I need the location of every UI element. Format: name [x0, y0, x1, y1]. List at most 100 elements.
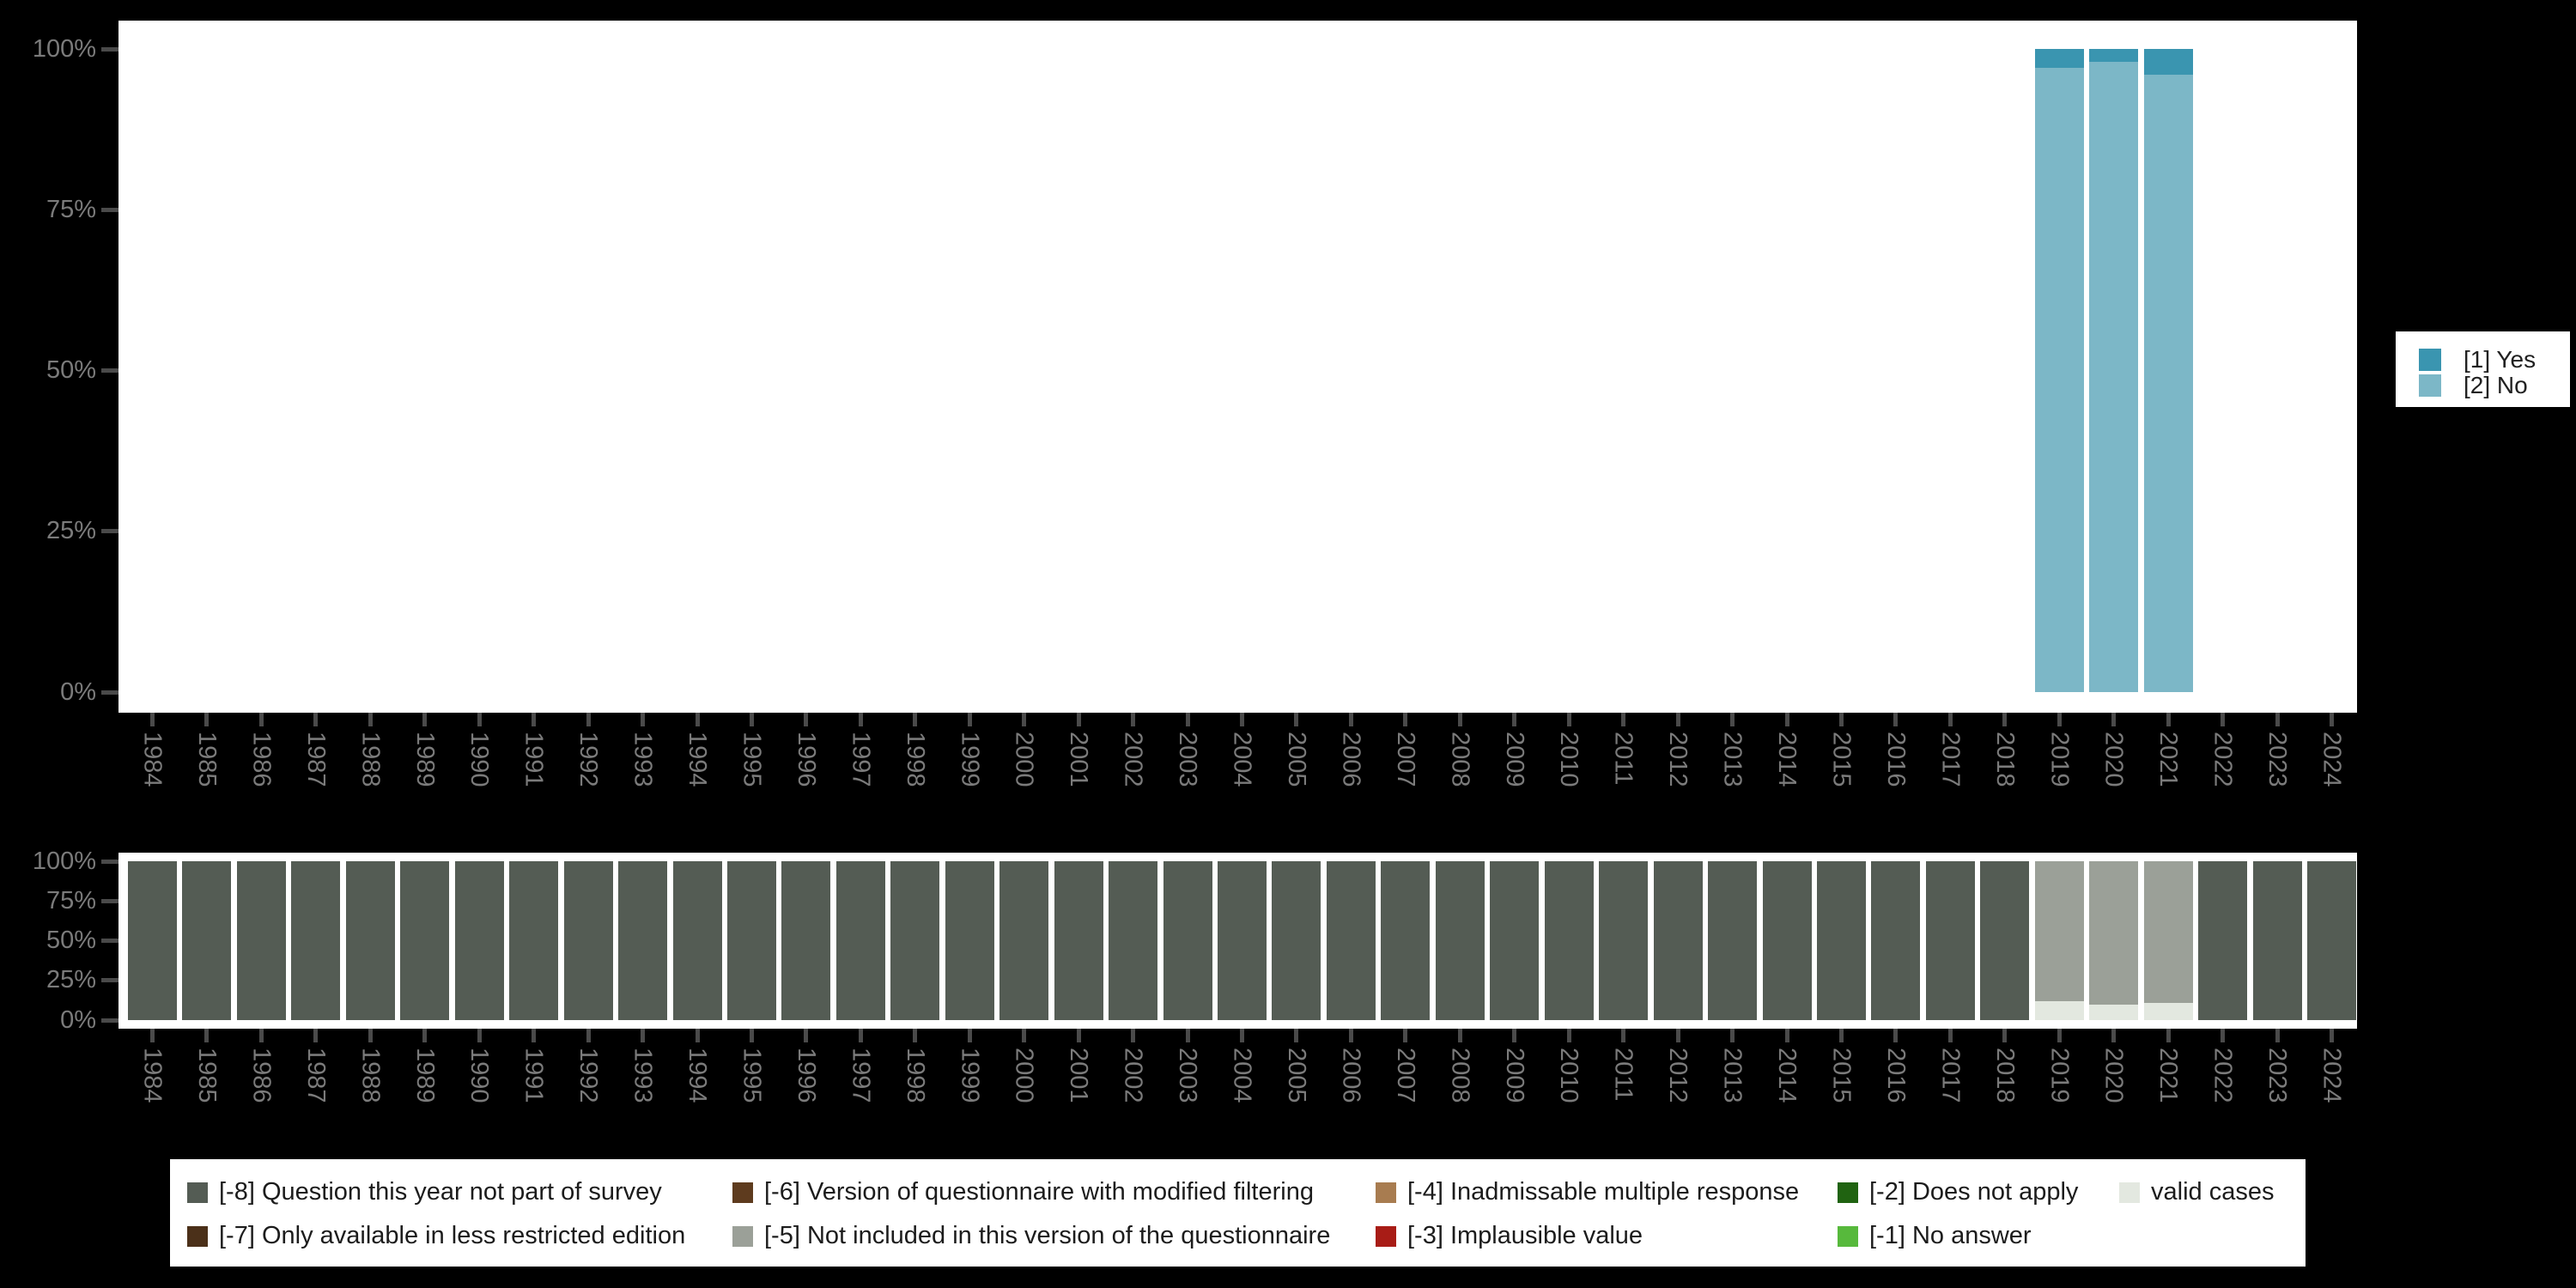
bar-segment-1993 [618, 861, 668, 1020]
legend-label: [-7] Only available in less restricted e… [219, 1222, 686, 1249]
missing-legend-item: [-7] Only available in less restricted e… [187, 1214, 732, 1258]
x-tick-label: 2004 [1228, 732, 1256, 787]
x-tick [2057, 1029, 2062, 1042]
x-tick-label: 1993 [629, 1048, 657, 1103]
legend-swatch [732, 1182, 753, 1203]
bar-segment-1991 [509, 861, 559, 1020]
legend-label: valid cases [2151, 1178, 2275, 1206]
bar-segment-2002 [1109, 861, 1158, 1020]
x-tick [1403, 1029, 1408, 1042]
x-tick [204, 1029, 210, 1042]
bar-segment-2011 [1599, 861, 1649, 1020]
y-tick-label: 25% [46, 517, 96, 545]
x-tick [1076, 713, 1081, 726]
x-tick [1512, 1029, 1517, 1042]
x-tick [1893, 713, 1899, 726]
y-tick-label: 75% [46, 195, 96, 223]
bar-segment-2019 [2034, 861, 2084, 1001]
x-tick-label: 1992 [574, 732, 603, 787]
x-tick [532, 1029, 537, 1042]
x-tick-label: 1998 [901, 1048, 929, 1103]
x-tick [1838, 713, 1844, 726]
missing-legend-item: valid cases [2119, 1170, 2306, 1214]
x-tick-label: 2003 [1174, 732, 1202, 787]
top-chart-panel [118, 21, 2357, 713]
x-tick-label: 2012 [1664, 1048, 1692, 1103]
x-tick [150, 1029, 155, 1042]
x-tick [641, 1029, 646, 1042]
y-tick-label: 100% [32, 34, 96, 63]
y-tick [101, 939, 118, 943]
x-tick-label: 1991 [519, 1048, 548, 1103]
bar-segment-2014 [1762, 861, 1812, 1020]
x-tick-label: 2015 [1827, 1048, 1856, 1103]
bar-segment-2019 [2034, 1000, 2084, 1020]
x-tick [749, 1029, 754, 1042]
x-tick-label: 1989 [410, 732, 439, 787]
x-tick-label: 2006 [1337, 1048, 1365, 1103]
bar-segment-2016 [1871, 861, 1921, 1020]
x-tick-label: 2024 [2318, 1048, 2346, 1103]
x-tick [1457, 1029, 1462, 1042]
x-tick-label: 2021 [2154, 1048, 2183, 1103]
x-tick [1294, 713, 1299, 726]
x-tick-label: 2010 [1555, 1048, 1583, 1103]
x-tick-label: 1990 [465, 1048, 494, 1103]
x-tick [422, 713, 428, 726]
x-tick [1621, 1029, 1626, 1042]
x-tick-label: 2013 [1718, 1048, 1747, 1103]
y-tick-label: 0% [60, 1005, 96, 1034]
x-tick-label: 2005 [1282, 1048, 1310, 1103]
y-tick [101, 1018, 118, 1023]
x-tick-label: 2008 [1446, 1048, 1474, 1103]
x-tick [586, 1029, 591, 1042]
x-tick [422, 1029, 428, 1042]
bar-segment-2020 [2089, 1004, 2139, 1020]
x-tick-label: 2006 [1337, 732, 1365, 787]
x-tick [1730, 713, 1735, 726]
x-tick [695, 713, 700, 726]
x-tick [1348, 1029, 1353, 1042]
x-tick [586, 713, 591, 726]
x-tick-label: 1999 [956, 732, 984, 787]
x-tick-label: 2007 [1391, 732, 1419, 787]
bar-segment-1999 [945, 861, 994, 1020]
x-tick-label: 1987 [301, 732, 330, 787]
bar-segment-2021 [2143, 49, 2193, 75]
bar-segment-2004 [1218, 861, 1267, 1020]
bar-segment-2018 [1980, 861, 2030, 1020]
x-tick [1348, 713, 1353, 726]
x-tick [1947, 1029, 1953, 1042]
x-tick [532, 713, 537, 726]
bar-segment-2007 [1381, 861, 1431, 1020]
x-tick-label: 1985 [192, 1048, 221, 1103]
bar-segment-2010 [1544, 861, 1594, 1020]
missing-legend-item: [-1] No answer [1838, 1214, 2119, 1258]
x-tick [368, 713, 373, 726]
x-tick [1566, 1029, 1571, 1042]
x-tick-label: 2011 [1609, 1048, 1637, 1102]
x-tick [2330, 1029, 2334, 1042]
bar-segment-2021 [2143, 1002, 2193, 1020]
x-tick-label: 1989 [410, 1048, 439, 1103]
legend-label: [-1] No answer [1869, 1222, 2032, 1249]
x-tick-label: 2018 [1990, 1048, 2019, 1103]
x-tick-label: 1991 [519, 732, 548, 787]
x-tick [2002, 713, 2008, 726]
y-tick-label: 50% [46, 927, 96, 954]
bar-segment-2024 [2307, 861, 2356, 1020]
legend-swatch [2419, 349, 2441, 371]
x-tick-label: 2017 [1936, 1048, 1965, 1103]
bar-segment-1995 [726, 861, 776, 1020]
x-tick-label: 2013 [1718, 732, 1747, 787]
bar-segment-1985 [182, 861, 232, 1020]
y-tick [101, 368, 118, 373]
x-tick [1566, 713, 1571, 726]
x-tick [967, 713, 972, 726]
x-tick-label: 1988 [356, 1048, 385, 1103]
x-tick [2111, 1029, 2117, 1042]
x-tick [1512, 713, 1517, 726]
x-tick-label: 2004 [1228, 1048, 1256, 1103]
x-tick [2166, 1029, 2171, 1042]
x-tick [1185, 1029, 1190, 1042]
